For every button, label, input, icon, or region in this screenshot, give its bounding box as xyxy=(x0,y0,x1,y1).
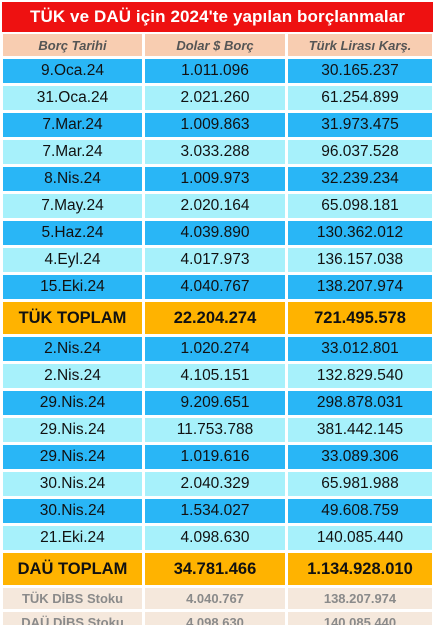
table-cell-usd: 4.017.973 xyxy=(145,248,285,272)
column-header-date: Borç Tarihi xyxy=(3,34,142,56)
tuk-stock-usd: 4.040.767 xyxy=(145,588,285,609)
column-header-try: Türk Lirası Karş. xyxy=(288,34,432,56)
page-title: TÜK ve DAÜ için 2024'te yapılan borçlanm… xyxy=(2,2,433,32)
table-cell-try: 49.608.759 xyxy=(288,499,432,523)
table-cell-try: 96.037.528 xyxy=(288,140,432,164)
table-cell-try: 130.362.012 xyxy=(288,221,432,245)
table-cell-date: 9.Oca.24 xyxy=(3,59,142,83)
table-cell-usd: 1.534.027 xyxy=(145,499,285,523)
table-cell-usd: 4.039.890 xyxy=(145,221,285,245)
table-cell-date: 5.Haz.24 xyxy=(3,221,142,245)
table-cell-try: 61.254.899 xyxy=(288,86,432,110)
table-cell-usd: 4.105.151 xyxy=(145,364,285,388)
table-cell-date: 29.Nis.24 xyxy=(3,391,142,415)
table-cell-try: 298.878.031 xyxy=(288,391,432,415)
table-cell-date: 2.Nis.24 xyxy=(3,337,142,361)
tuk-stock-try: 138.207.974 xyxy=(288,588,432,609)
table-cell-try: 132.829.540 xyxy=(288,364,432,388)
table-cell-date: 7.Mar.24 xyxy=(3,113,142,137)
table-cell-try: 140.085.440 xyxy=(288,526,432,550)
table-cell-usd: 1.011.096 xyxy=(145,59,285,83)
table-cell-date: 4.Eyl.24 xyxy=(3,248,142,272)
table-cell-date: 29.Nis.24 xyxy=(3,418,142,442)
table-cell-date: 29.Nis.24 xyxy=(3,445,142,469)
table-cell-usd: 1.020.274 xyxy=(145,337,285,361)
table-cell-usd: 2.040.329 xyxy=(145,472,285,496)
table-cell-usd: 1.009.863 xyxy=(145,113,285,137)
table-cell-try: 136.157.038 xyxy=(288,248,432,272)
table-cell-date: 7.May.24 xyxy=(3,194,142,218)
table-cell-usd: 4.098.630 xyxy=(145,526,285,550)
table-cell-date: 7.Mar.24 xyxy=(3,140,142,164)
table-cell-usd: 1.009.973 xyxy=(145,167,285,191)
borrowing-table: Borç Tarihi Dolar $ Borç Türk Lirası Kar… xyxy=(3,34,432,625)
dau-total-try: 1.134.928.010 xyxy=(288,553,432,585)
table-cell-try: 33.089.306 xyxy=(288,445,432,469)
table-cell-try: 30.165.237 xyxy=(288,59,432,83)
dau-stock-usd: 4.098.630 xyxy=(145,612,285,625)
tuk-total-usd: 22.204.274 xyxy=(145,302,285,334)
table-cell-try: 65.098.181 xyxy=(288,194,432,218)
table-cell-usd: 1.019.616 xyxy=(145,445,285,469)
table-cell-date: 30.Nis.24 xyxy=(3,472,142,496)
table-cell-usd: 2.021.260 xyxy=(145,86,285,110)
dau-total-usd: 34.781.466 xyxy=(145,553,285,585)
column-header-usd: Dolar $ Borç xyxy=(145,34,285,56)
table-cell-date: 8.Nis.24 xyxy=(3,167,142,191)
table-cell-usd: 3.033.288 xyxy=(145,140,285,164)
dau-total-label: DAÜ TOPLAM xyxy=(3,553,142,585)
table-cell-usd: 2.020.164 xyxy=(145,194,285,218)
table-cell-usd: 11.753.788 xyxy=(145,418,285,442)
tuk-total-label: TÜK TOPLAM xyxy=(3,302,142,334)
tuk-stock-label: TÜK DİBS Stoku xyxy=(3,588,142,609)
table-cell-date: 31.Oca.24 xyxy=(3,86,142,110)
table-cell-usd: 9.209.651 xyxy=(145,391,285,415)
dau-stock-label: DAÜ DİBS Stoku xyxy=(3,612,142,625)
table-cell-date: 15.Eki.24 xyxy=(3,275,142,299)
table-cell-usd: 4.040.767 xyxy=(145,275,285,299)
table-cell-try: 31.973.475 xyxy=(288,113,432,137)
table-cell-try: 32.239.234 xyxy=(288,167,432,191)
table-cell-date: 2.Nis.24 xyxy=(3,364,142,388)
table-cell-date: 21.Eki.24 xyxy=(3,526,142,550)
dau-stock-try: 140.085.440 xyxy=(288,612,432,625)
table-cell-date: 30.Nis.24 xyxy=(3,499,142,523)
table-cell-try: 138.207.974 xyxy=(288,275,432,299)
table-cell-try: 65.981.988 xyxy=(288,472,432,496)
tuk-total-try: 721.495.578 xyxy=(288,302,432,334)
table-cell-try: 33.012.801 xyxy=(288,337,432,361)
table-cell-try: 381.442.145 xyxy=(288,418,432,442)
